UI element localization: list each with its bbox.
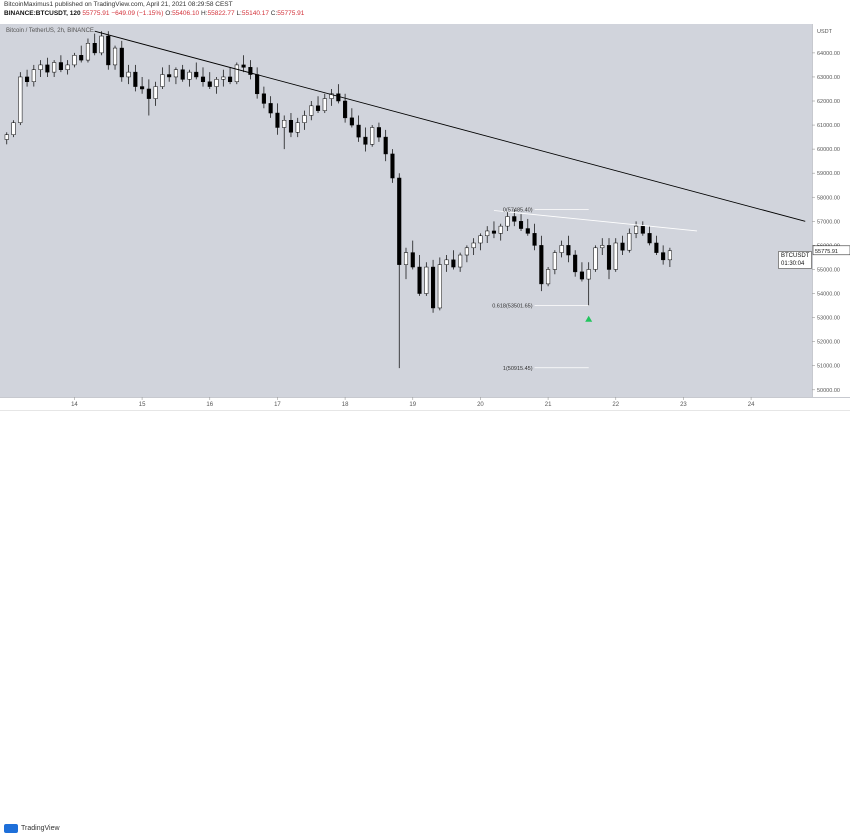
chart-header: BitcoinMaximus1 published on TradingView… — [0, 0, 850, 24]
price-badge: BTCUSDT 01:30:04 — [778, 251, 812, 269]
publisher-text: BitcoinMaximus1 published on TradingView… — [4, 1, 233, 8]
close-label: C: — [270, 10, 278, 17]
high-label: H: — [201, 10, 208, 17]
open-value: 55406.10 — [172, 10, 200, 17]
open-label: O: — [165, 10, 173, 17]
chart-plot-area[interactable] — [0, 24, 812, 397]
symbol-text: BINANCE:BTCUSDT, 120 — [4, 10, 81, 17]
ohlc-line: BINANCE:BTCUSDT, 120 55775.91 −649.09 (−… — [4, 10, 304, 18]
low-label: L: — [236, 10, 242, 17]
tradingview-brand: TradingView — [21, 825, 60, 832]
price-badge-symbol: BTCUSDT — [781, 253, 810, 259]
footer: TradingView — [0, 410, 850, 833]
close-value: 55775.91 — [277, 10, 305, 17]
last-price: 55775.91 — [82, 10, 110, 17]
low-value: 55140.17 — [241, 10, 269, 17]
publisher-line: BitcoinMaximus1 published on TradingView… — [4, 1, 233, 9]
tradingview-logo-icon — [4, 824, 18, 833]
price-badge-countdown: 01:30:04 — [781, 261, 805, 267]
price-axis[interactable] — [812, 24, 850, 397]
time-axis[interactable] — [0, 397, 850, 411]
symbol-label: Bitcoin / TetherUS, 2h, BINANCE — [6, 28, 94, 34]
tradingview-logo[interactable]: TradingView — [4, 824, 60, 833]
price-change: −649.09 (−1.15%) — [111, 10, 164, 17]
high-value: 55822.77 — [207, 10, 235, 17]
